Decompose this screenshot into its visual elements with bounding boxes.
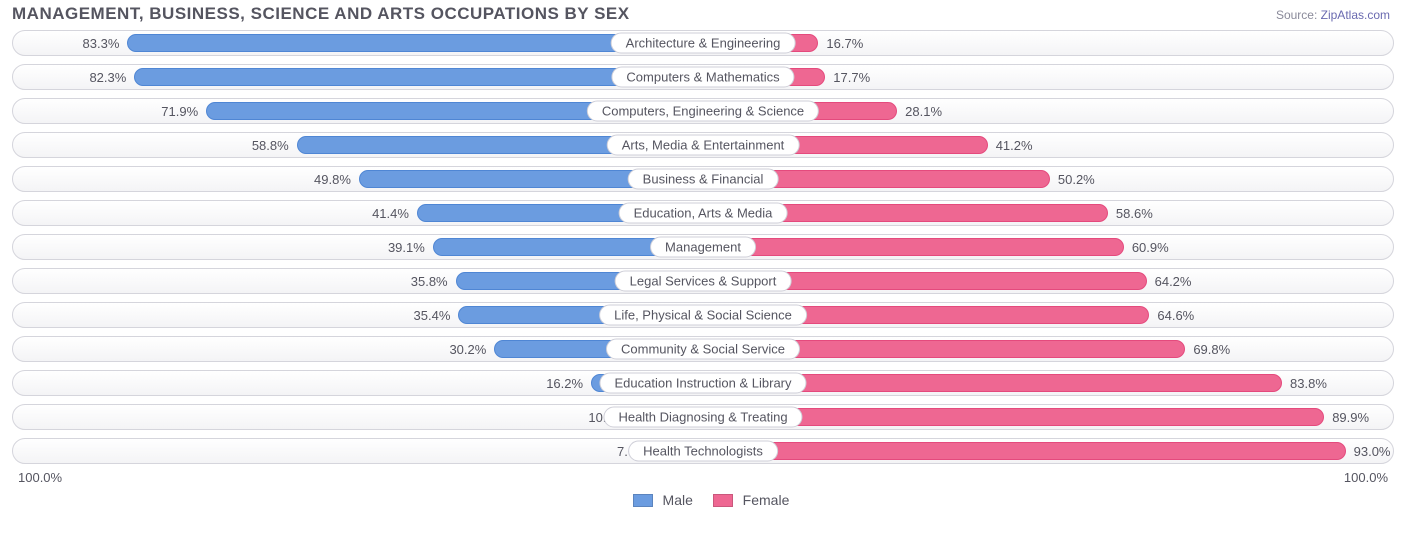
value-female: 89.9% <box>1332 404 1369 430</box>
category-label: Computers & Mathematics <box>611 67 794 88</box>
source-prefix: Source: <box>1276 8 1321 22</box>
legend-swatch-female <box>713 494 733 507</box>
half-male: 83.3% <box>12 30 703 56</box>
value-male: 83.3% <box>83 30 120 56</box>
half-female: 69.8% <box>703 336 1394 362</box>
half-female: 64.2% <box>703 268 1394 294</box>
half-male: 41.4% <box>12 200 703 226</box>
chart-row: 83.3% 16.7% Architecture & Engineering <box>10 30 1396 56</box>
value-female: 69.8% <box>1193 336 1230 362</box>
half-female: 50.2% <box>703 166 1394 192</box>
half-male: 35.8% <box>12 268 703 294</box>
value-female: 41.2% <box>996 132 1033 158</box>
legend-label-female: Female <box>743 492 790 508</box>
chart-row: 58.8% 41.2% Arts, Media & Entertainment <box>10 132 1396 158</box>
category-label: Business & Financial <box>628 169 779 190</box>
value-male: 49.8% <box>314 166 351 192</box>
legend-swatch-male <box>633 494 653 507</box>
category-label: Computers, Engineering & Science <box>587 101 819 122</box>
value-male: 30.2% <box>449 336 486 362</box>
chart-row: 16.2% 83.8% Education Instruction & Librar… <box>10 370 1396 396</box>
category-label: Arts, Media & Entertainment <box>607 135 800 156</box>
chart-row: 10.1% 89.9% Health Diagnosing & Treating <box>10 404 1396 430</box>
value-male: 71.9% <box>161 98 198 124</box>
legend: Male Female <box>10 490 1396 508</box>
half-female: 93.0% <box>703 438 1394 464</box>
value-male: 58.8% <box>252 132 289 158</box>
chart-source: Source: ZipAtlas.com <box>1276 4 1390 22</box>
category-label: Legal Services & Support <box>615 271 792 292</box>
half-male: 82.3% <box>12 64 703 90</box>
value-male: 16.2% <box>546 370 583 396</box>
half-female: 89.9% <box>703 404 1394 430</box>
chart-row: 7.0% 93.0% Health Technologists <box>10 438 1396 464</box>
value-female: 93.0% <box>1354 438 1391 464</box>
axis-row: 100.0% 100.0% <box>10 470 1396 490</box>
value-female: 83.8% <box>1290 370 1327 396</box>
bar-female <box>703 442 1346 460</box>
value-female: 28.1% <box>905 98 942 124</box>
half-female: 17.7% <box>703 64 1394 90</box>
chart-rows: 83.3% 16.7% Architecture & Engineering 82.3… <box>10 30 1396 464</box>
category-label: Education, Arts & Media <box>619 203 788 224</box>
category-label: Health Technologists <box>628 441 778 462</box>
bar-female <box>703 238 1124 256</box>
category-label: Management <box>650 237 756 258</box>
chart-row: 35.4% 64.6% Life, Physical & Social Scienc… <box>10 302 1396 328</box>
source-link[interactable]: ZipAtlas.com <box>1321 8 1390 22</box>
chart-row: 82.3% 17.7% Computers & Mathematics <box>10 64 1396 90</box>
value-female: 60.9% <box>1132 234 1169 260</box>
category-label: Health Diagnosing & Treating <box>603 407 802 428</box>
value-male: 41.4% <box>372 200 409 226</box>
value-female: 17.7% <box>833 64 870 90</box>
chart-row: 35.8% 64.2% Legal Services & Support <box>10 268 1396 294</box>
category-label: Life, Physical & Social Science <box>599 305 807 326</box>
value-male: 35.8% <box>411 268 448 294</box>
legend-label-male: Male <box>663 492 693 508</box>
chart-title: MANAGEMENT, BUSINESS, SCIENCE AND ARTS O… <box>12 4 630 24</box>
value-male: 35.4% <box>414 302 451 328</box>
category-label: Community & Social Service <box>606 339 800 360</box>
category-label: Education Instruction & Library <box>599 373 806 394</box>
half-male: 7.0% <box>12 438 703 464</box>
value-female: 64.6% <box>1157 302 1194 328</box>
chart-row: 39.1% 60.9% Management <box>10 234 1396 260</box>
half-male: 30.2% <box>12 336 703 362</box>
half-female: 41.2% <box>703 132 1394 158</box>
axis-right-label: 100.0% <box>1344 470 1388 485</box>
half-male: 10.1% <box>12 404 703 430</box>
chart-row: 49.8% 50.2% Business & Financial <box>10 166 1396 192</box>
half-male: 49.8% <box>12 166 703 192</box>
value-female: 58.6% <box>1116 200 1153 226</box>
value-male: 39.1% <box>388 234 425 260</box>
value-female: 50.2% <box>1058 166 1095 192</box>
value-male: 82.3% <box>89 64 126 90</box>
chart-header: MANAGEMENT, BUSINESS, SCIENCE AND ARTS O… <box>10 4 1396 30</box>
half-female: 58.6% <box>703 200 1394 226</box>
value-female: 64.2% <box>1155 268 1192 294</box>
half-male: 58.8% <box>12 132 703 158</box>
half-female: 83.8% <box>703 370 1394 396</box>
axis-left-label: 100.0% <box>18 470 62 485</box>
value-female: 16.7% <box>826 30 863 56</box>
chart-row: 71.9% 28.1% Computers, Engineering & Scien… <box>10 98 1396 124</box>
half-male: 39.1% <box>12 234 703 260</box>
chart-row: 30.2% 69.8% Community & Social Service <box>10 336 1396 362</box>
chart-row: 41.4% 58.6% Education, Arts & Media <box>10 200 1396 226</box>
diverging-bar-chart: MANAGEMENT, BUSINESS, SCIENCE AND ARTS O… <box>0 0 1406 508</box>
half-female: 16.7% <box>703 30 1394 56</box>
category-label: Architecture & Engineering <box>611 33 796 54</box>
half-female: 60.9% <box>703 234 1394 260</box>
